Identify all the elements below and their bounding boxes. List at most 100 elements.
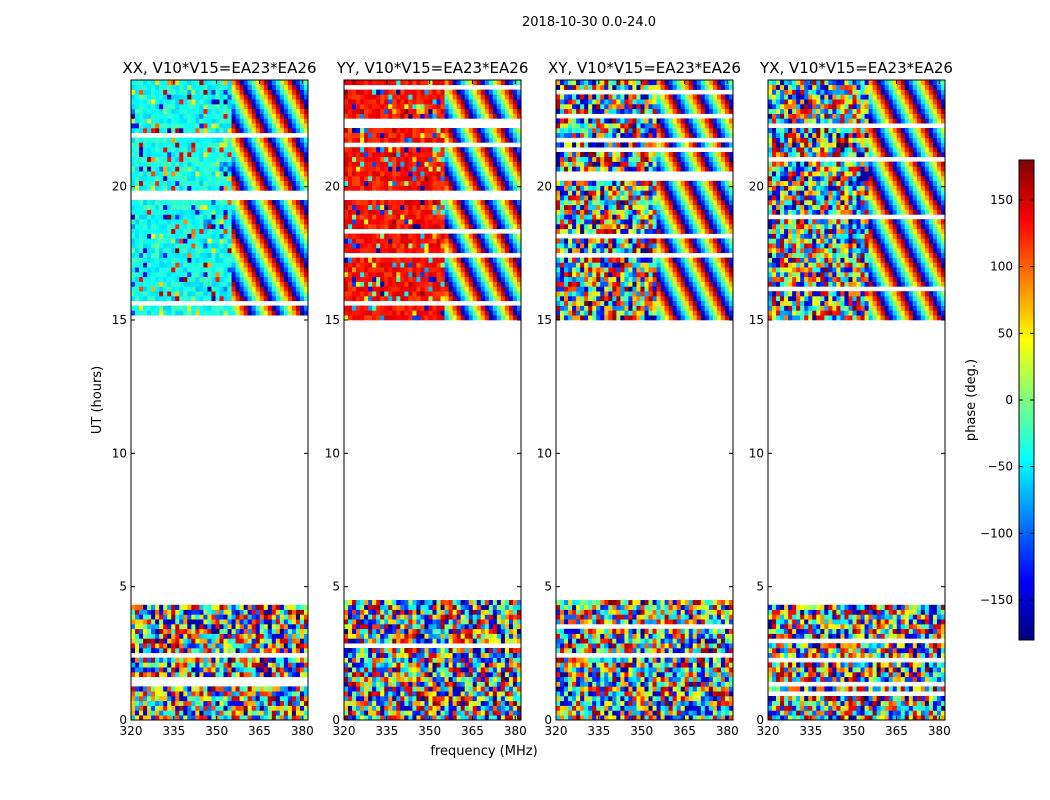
heatmap-cell	[183, 619, 188, 625]
heatmap-cell	[167, 281, 172, 287]
heatmap-cell	[239, 633, 244, 639]
heatmap-cell	[299, 643, 305, 649]
heatmap-cell	[131, 305, 136, 311]
heatmap-cell	[444, 291, 449, 297]
heatmap-cell	[424, 224, 429, 230]
heatmap-cell	[428, 219, 433, 225]
heatmap-cell	[251, 657, 256, 663]
heatmap-cell	[191, 228, 196, 234]
heatmap-cell	[135, 276, 140, 282]
heatmap-cell	[131, 243, 136, 249]
heatmap-cell	[283, 624, 289, 630]
heatmap-cell	[267, 691, 273, 697]
heatmap-cell	[175, 648, 180, 654]
heatmap-cell	[171, 705, 176, 711]
heatmap-cell	[492, 286, 498, 292]
heatmap-cell	[223, 305, 228, 311]
heatmap-cell	[456, 705, 461, 711]
heatmap-cell	[187, 214, 192, 220]
heatmap-cell	[159, 310, 164, 316]
heatmap-cell	[203, 609, 208, 615]
heatmap-cell	[352, 648, 357, 654]
heatmap-cell	[175, 123, 180, 129]
heatmap-cell	[428, 681, 433, 687]
heatmap-cell	[151, 267, 156, 273]
heatmap-cell	[436, 257, 441, 263]
heatmap-cell	[504, 648, 510, 654]
heatmap-cell	[344, 243, 349, 249]
heatmap-cell	[299, 161, 305, 167]
heatmap-cell	[484, 200, 490, 206]
heatmap-cell	[384, 705, 389, 711]
heatmap-cell	[508, 200, 514, 206]
heatmap-cell	[428, 214, 433, 220]
heatmap-cell	[243, 171, 248, 177]
heatmap-cell	[476, 248, 482, 254]
heatmap-cell	[259, 710, 265, 716]
heatmap-cell	[388, 705, 393, 711]
heatmap-cell	[175, 705, 180, 711]
heatmap-cell	[187, 662, 192, 668]
heatmap-cell	[247, 638, 252, 644]
heatmap-cell	[352, 624, 357, 630]
heatmap-cell	[291, 715, 297, 721]
heatmap-cell	[267, 214, 273, 220]
heatmap-cell	[147, 185, 152, 191]
heatmap-cell	[295, 705, 301, 711]
heatmap-cell	[151, 118, 156, 124]
heatmap-cell	[263, 614, 269, 620]
heatmap-cell	[163, 267, 168, 273]
heatmap-cell	[480, 233, 486, 239]
heatmap-cell	[143, 108, 148, 114]
heatmap-cell	[420, 315, 425, 321]
heatmap-cell	[239, 147, 244, 153]
heatmap-cell	[167, 89, 172, 95]
heatmap-cell	[303, 233, 309, 239]
heatmap-cell	[512, 705, 518, 711]
heatmap-cell	[223, 118, 228, 124]
heatmap-cell	[167, 128, 172, 134]
heatmap-cell	[195, 614, 200, 620]
heatmap-cell	[404, 619, 409, 625]
heatmap-cell	[364, 209, 369, 215]
heatmap-cell	[167, 137, 172, 143]
heatmap-cell	[227, 267, 232, 273]
heatmap-cell	[428, 609, 433, 615]
heatmap-cell	[291, 94, 297, 100]
heatmap-cell	[215, 180, 220, 186]
heatmap-cell	[460, 257, 465, 263]
heatmap-cell	[215, 700, 220, 706]
heatmap-cell	[235, 648, 240, 654]
heatmap-cell	[251, 662, 256, 668]
heatmap-cell	[151, 84, 156, 90]
heatmap-cell	[155, 638, 160, 644]
heatmap-cell	[380, 214, 385, 220]
heatmap-cell	[167, 710, 172, 716]
heatmap-cell	[163, 152, 168, 158]
heatmap-cell	[195, 638, 200, 644]
heatmap-cell	[239, 185, 244, 191]
heatmap-cell	[396, 305, 401, 311]
heatmap-cell	[360, 209, 365, 215]
heatmap-cell	[416, 657, 421, 663]
heatmap-cell	[360, 267, 365, 273]
heatmap-cell	[203, 638, 208, 644]
heatmap-cell	[275, 200, 281, 206]
heatmap-cell	[143, 80, 148, 86]
heatmap-cell	[243, 137, 248, 143]
heatmap-cell	[167, 180, 172, 186]
heatmap-cell	[199, 633, 204, 639]
heatmap-cell	[416, 267, 421, 273]
heatmap-cell	[163, 291, 168, 297]
heatmap-cell	[360, 614, 365, 620]
heatmap-cell	[267, 696, 273, 702]
heatmap-cell	[400, 291, 405, 297]
heatmap-cell	[159, 204, 164, 210]
heatmap-cell	[155, 710, 160, 716]
heatmap-cell	[251, 619, 256, 625]
heatmap-cell	[460, 609, 465, 615]
heatmap-cell	[516, 200, 522, 206]
heatmap-cell	[516, 248, 522, 254]
heatmap-cell	[239, 305, 244, 311]
heatmap-cell	[187, 638, 192, 644]
